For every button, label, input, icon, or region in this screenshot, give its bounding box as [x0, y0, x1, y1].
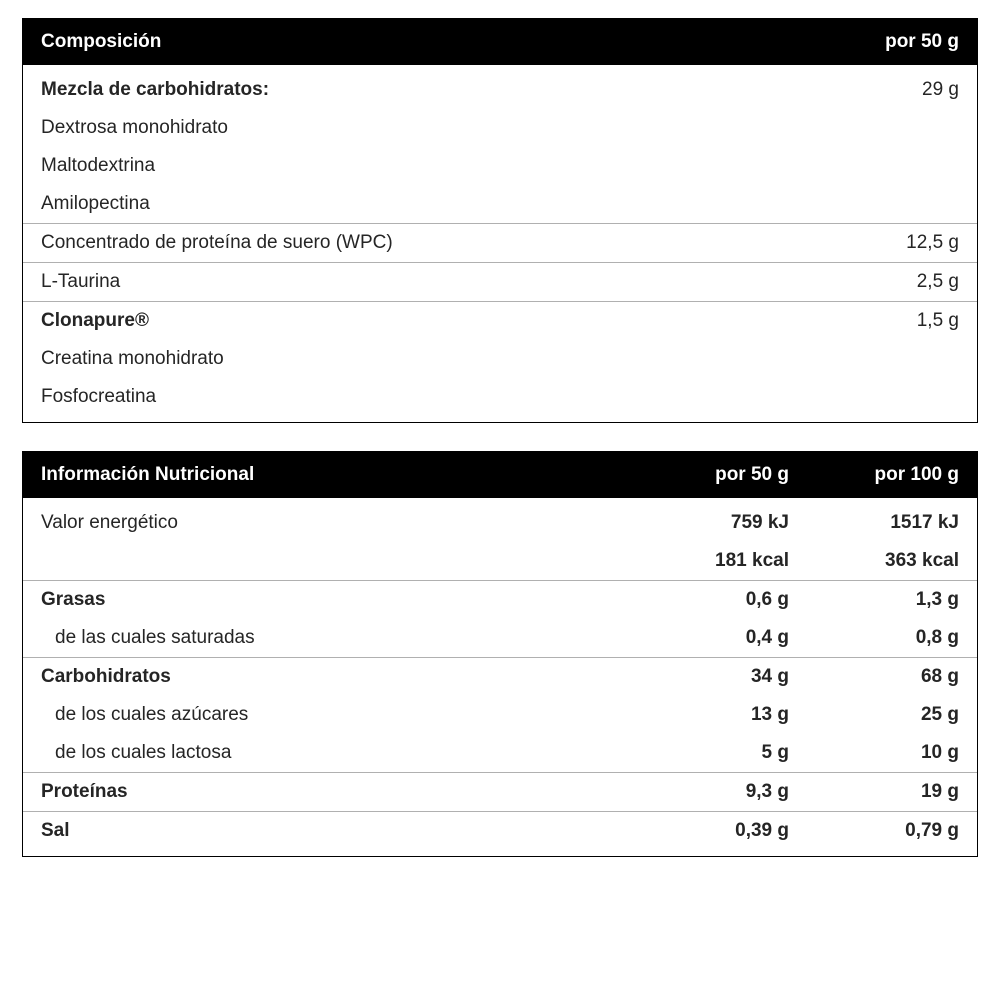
composition-value: 29 g — [789, 79, 959, 101]
nutrition-row: de los cuales lactosa5 g10 g — [23, 734, 977, 772]
composition-label: Concentrado de proteína de suero (WPC) — [41, 232, 789, 254]
composition-row: Clonapure®1,5 g — [23, 301, 977, 340]
composition-value: 12,5 g — [789, 232, 959, 254]
nutrition-label: Valor energético — [41, 512, 619, 534]
nutrition-row: Carbohidratos34 g68 g — [23, 657, 977, 696]
nutrition-value-100: 363 kcal — [789, 550, 959, 572]
nutrition-value-50: 759 kJ — [619, 512, 789, 534]
nutrition-col-50: por 50 g — [619, 464, 789, 486]
composition-label: Clonapure® — [41, 310, 789, 332]
nutrition-value-100: 0,8 g — [789, 627, 959, 649]
nutrition-value-50: 34 g — [619, 666, 789, 688]
nutrition-value-50: 9,3 g — [619, 781, 789, 803]
composition-label: Fosfocreatina — [41, 386, 789, 408]
nutrition-label: Proteínas — [41, 781, 619, 803]
nutrition-row: Proteínas9,3 g19 g — [23, 772, 977, 811]
composition-label: L-Taurina — [41, 271, 789, 293]
nutrition-value-50: 13 g — [619, 704, 789, 726]
nutrition-title: Información Nutricional — [41, 464, 619, 486]
nutrition-row: Sal0,39 g0,79 g — [23, 811, 977, 856]
nutrition-value-50: 181 kcal — [619, 550, 789, 572]
nutrition-label: de los cuales azúcares — [41, 704, 619, 726]
nutrition-col-100: por 100 g — [789, 464, 959, 486]
nutrition-label: Grasas — [41, 589, 619, 611]
composition-label: Maltodextrina — [41, 155, 789, 177]
composition-label: Mezcla de carbohidratos: — [41, 79, 789, 101]
composition-row: L-Taurina2,5 g — [23, 262, 977, 301]
nutrition-value-100: 19 g — [789, 781, 959, 803]
composition-row: Mezcla de carbohidratos:29 g — [23, 65, 977, 109]
nutrition-row: Grasas0,6 g1,3 g — [23, 580, 977, 619]
nutrition-value-50: 0,4 g — [619, 627, 789, 649]
nutrition-value-100: 1,3 g — [789, 589, 959, 611]
composition-value: 1,5 g — [789, 310, 959, 332]
nutrition-row: de las cuales saturadas0,4 g0,8 g — [23, 619, 977, 657]
nutrition-value-100: 10 g — [789, 742, 959, 764]
composition-row: Fosfocreatina — [23, 378, 977, 422]
nutrition-body: Valor energético759 kJ1517 kJ181 kcal363… — [23, 498, 977, 856]
nutrition-header: Información Nutricional por 50 g por 100… — [23, 452, 977, 498]
nutrition-value-100: 25 g — [789, 704, 959, 726]
composition-serving: por 50 g — [789, 31, 959, 53]
nutrition-value-50: 0,39 g — [619, 820, 789, 842]
nutrition-table: Información Nutricional por 50 g por 100… — [22, 451, 978, 857]
composition-row: Dextrosa monohidrato — [23, 109, 977, 147]
composition-label: Dextrosa monohidrato — [41, 117, 789, 139]
composition-body: Mezcla de carbohidratos:29 gDextrosa mon… — [23, 65, 977, 422]
composition-row: Maltodextrina — [23, 147, 977, 185]
composition-header: Composición por 50 g — [23, 19, 977, 65]
nutrition-value-100: 0,79 g — [789, 820, 959, 842]
nutrition-row: de los cuales azúcares13 g25 g — [23, 696, 977, 734]
composition-label: Creatina monohidrato — [41, 348, 789, 370]
nutrition-label: de los cuales lactosa — [41, 742, 619, 764]
nutrition-row: 181 kcal363 kcal — [23, 542, 977, 580]
composition-table: Composición por 50 g Mezcla de carbohidr… — [22, 18, 978, 423]
nutrition-label: Carbohidratos — [41, 666, 619, 688]
nutrition-value-100: 68 g — [789, 666, 959, 688]
composition-value: 2,5 g — [789, 271, 959, 293]
composition-row: Creatina monohidrato — [23, 340, 977, 378]
composition-row: Amilopectina — [23, 185, 977, 223]
nutrition-row: Valor energético759 kJ1517 kJ — [23, 498, 977, 542]
nutrition-label: Sal — [41, 820, 619, 842]
nutrition-label: de las cuales saturadas — [41, 627, 619, 649]
nutrition-value-100: 1517 kJ — [789, 512, 959, 534]
composition-row: Concentrado de proteína de suero (WPC)12… — [23, 223, 977, 262]
nutrition-value-50: 5 g — [619, 742, 789, 764]
composition-label: Amilopectina — [41, 193, 789, 215]
composition-title: Composición — [41, 31, 789, 53]
nutrition-value-50: 0,6 g — [619, 589, 789, 611]
